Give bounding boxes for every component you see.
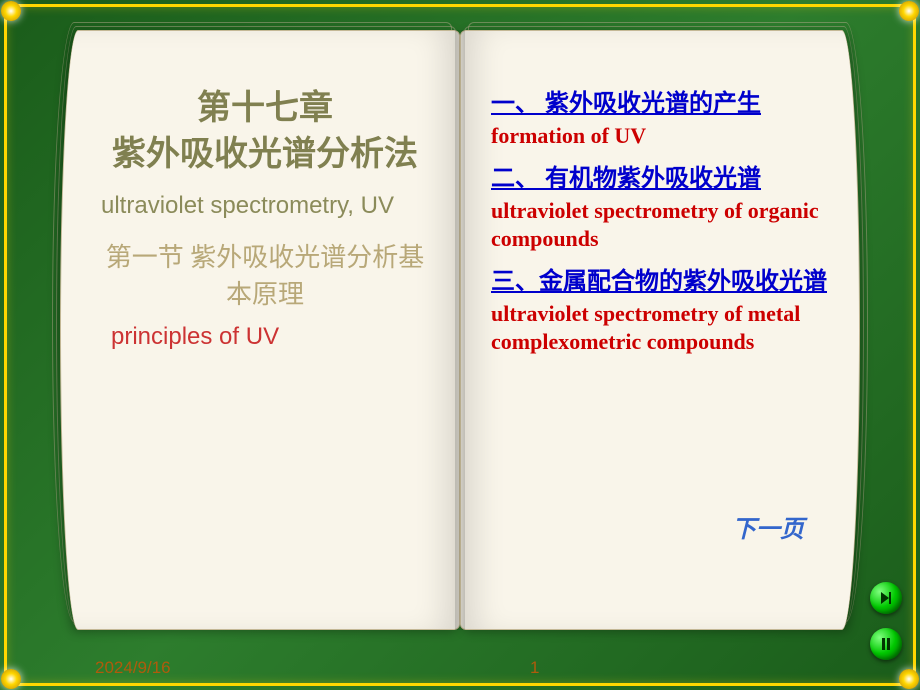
- corner-gem-icon: [1, 1, 21, 21]
- corner-gem-icon: [1, 669, 21, 689]
- corner-gem-icon: [899, 1, 919, 21]
- toc-link-2[interactable]: 二、 有机物紫外吸收光谱: [491, 161, 829, 197]
- right-page: 一、 紫外吸收光谱的产生 formation of UV 二、 有机物紫外吸收光…: [460, 30, 860, 630]
- section-title-cn: 第一节 紫外吸收光谱分析基本原理: [101, 240, 429, 313]
- chapter-subtitle-en: ultraviolet spectrometry, UV: [101, 190, 429, 222]
- toc-en-3: ultraviolet spectrometry of metal comple…: [491, 300, 829, 357]
- section-title-en: principles of UV: [101, 323, 429, 351]
- open-book: 第十七章 紫外吸收光谱分析法 ultraviolet spectrometry,…: [30, 20, 890, 660]
- book-spine: [455, 30, 465, 630]
- next-page-link[interactable]: 下一页: [732, 509, 804, 544]
- toc-link-3[interactable]: 三、金属配合物的紫外吸收光谱: [491, 264, 829, 300]
- chapter-title: 第十七章 紫外吸收光谱分析法: [101, 86, 429, 178]
- corner-gem-icon: [899, 669, 919, 689]
- next-slide-button[interactable]: [870, 582, 902, 614]
- toc-en-1: formation of UV: [491, 122, 829, 151]
- toc-en-2: ultraviolet spectrometry of organic comp…: [491, 197, 829, 254]
- play-forward-icon: [878, 590, 894, 606]
- chapter-line1: 第十七章: [197, 90, 333, 127]
- toc-link-1[interactable]: 一、 紫外吸收光谱的产生: [491, 86, 829, 122]
- footer-date: 2024/9/16: [95, 658, 171, 678]
- pause-icon: [878, 636, 894, 652]
- chapter-line2: 紫外吸收光谱分析法: [112, 136, 418, 173]
- nav-button-group: [870, 582, 902, 660]
- footer-page-number: 1: [530, 658, 539, 678]
- pause-button[interactable]: [870, 628, 902, 660]
- left-page: 第十七章 紫外吸收光谱分析法 ultraviolet spectrometry,…: [60, 30, 460, 630]
